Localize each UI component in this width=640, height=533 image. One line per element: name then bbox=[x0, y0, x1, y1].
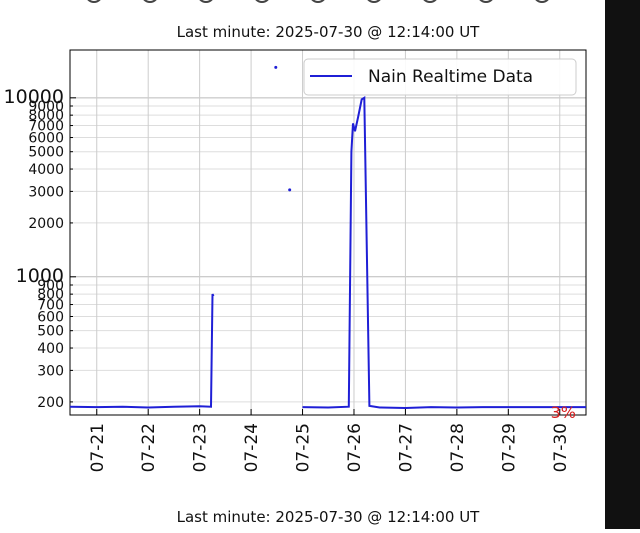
data-point bbox=[288, 188, 292, 192]
plot-frame bbox=[69, 49, 587, 416]
y-tick-label: 400 bbox=[37, 341, 64, 357]
y-tick-label: 2000 bbox=[28, 216, 64, 232]
x-tick-label: 07-30 bbox=[551, 423, 571, 472]
x-tick-label: 07-22 bbox=[139, 423, 159, 472]
y-tick-label: 600 bbox=[37, 310, 64, 326]
y-tick-label: 200 bbox=[37, 395, 64, 411]
legend-label: Nain Realtime Data bbox=[368, 67, 533, 87]
y-tick-label: 1000 bbox=[16, 265, 64, 287]
x-tick-label: 07-24 bbox=[242, 423, 262, 472]
data-line bbox=[69, 293, 215, 409]
y-tick-label: 6000 bbox=[28, 131, 64, 147]
x-tick-label: 07-21 bbox=[88, 423, 108, 472]
chart-title-bottom: Last minute: 2025-07-30 @ 12:14:00 UT bbox=[177, 508, 481, 526]
y-tick-label: 800 bbox=[37, 287, 64, 303]
y-tick-label: 7000 bbox=[28, 119, 64, 135]
side-bar bbox=[605, 0, 640, 529]
y-tick-label: 5000 bbox=[28, 145, 64, 161]
data-line bbox=[302, 96, 586, 410]
x-tick-label: 07-29 bbox=[499, 423, 519, 472]
x-tick-label: 07-25 bbox=[294, 423, 314, 472]
y-tick-label: 10000 bbox=[4, 86, 64, 108]
annotation: 3% bbox=[551, 403, 576, 422]
y-tick-label: 900 bbox=[37, 278, 64, 294]
y-tick-label: 300 bbox=[37, 363, 64, 379]
legend-box bbox=[303, 58, 577, 96]
data-point bbox=[274, 65, 278, 69]
x-tick-label: 07-26 bbox=[345, 423, 365, 472]
chart-title: Last minute: 2025-07-30 @ 12:14:00 UT bbox=[177, 23, 481, 41]
y-tick-label: 3000 bbox=[28, 184, 64, 200]
x-tick-label: 07-28 bbox=[448, 423, 468, 472]
y-tick-label: 500 bbox=[37, 324, 64, 340]
y-tick-label: 4000 bbox=[28, 162, 64, 178]
y-tick-label: 8000 bbox=[28, 108, 64, 124]
y-tick-label: 9000 bbox=[28, 99, 64, 115]
y-tick-label: 700 bbox=[37, 298, 64, 314]
x-tick-label: 07-23 bbox=[191, 423, 211, 472]
x-tick-label: 07-27 bbox=[396, 423, 416, 472]
top-decoration bbox=[87, 0, 549, 3]
